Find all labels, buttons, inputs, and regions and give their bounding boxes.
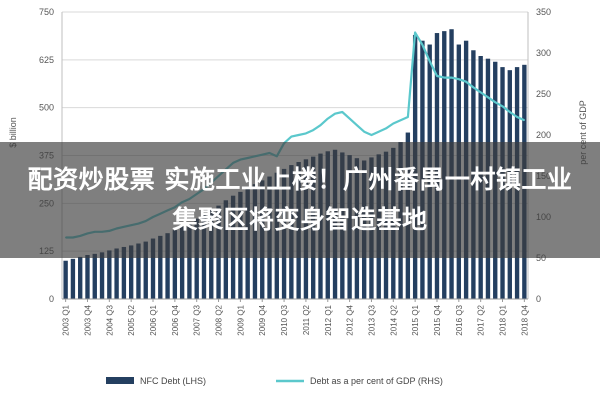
x-tick-label: 2009 Q4 [258, 304, 267, 335]
bar [107, 250, 112, 299]
line-point [298, 134, 300, 136]
line-point [472, 86, 474, 89]
x-tick-label: 2013 Q3 [367, 304, 376, 335]
line-point [356, 124, 358, 126]
line-point [414, 31, 416, 34]
bar [187, 222, 192, 299]
bar [78, 256, 83, 299]
line-point [480, 91, 482, 93]
line-point [349, 118, 351, 120]
bar [172, 230, 178, 299]
x-tick-label: 2017 Q2 [477, 304, 486, 335]
x-tick-label: 2018 Q4 [520, 304, 529, 335]
bar [165, 233, 170, 299]
x-tick-label: 2006 Q1 [149, 304, 158, 335]
line-point [429, 60, 431, 62]
x-tick-label: 2005 Q2 [127, 304, 136, 335]
left-tick-label: 750 [39, 7, 54, 17]
bar [128, 245, 134, 299]
bar [179, 226, 185, 299]
x-tick-label: 2009 Q1 [236, 304, 245, 335]
legend-label-bar: NFC Debt (LHS) [140, 376, 206, 386]
left-tick-label: 625 [39, 55, 54, 65]
x-tick-label: 2012 Q1 [324, 304, 333, 335]
x-tick-label: 2008 Q2 [215, 304, 224, 335]
line-point [392, 122, 394, 125]
headline-text: 配资炒股票 实施工业上楼！广州番禺一村镇工业集聚区将变身智造基地 [27, 165, 573, 234]
bar [150, 238, 156, 299]
bar [143, 241, 148, 299]
legend-swatch-bar [106, 377, 134, 384]
line-point [516, 116, 518, 118]
line-point [312, 129, 314, 131]
line-point [370, 134, 373, 136]
line-point [509, 111, 511, 113]
x-tick-label: 2015 Q1 [411, 304, 420, 335]
x-tick-label: 2006 Q4 [171, 304, 180, 335]
x-tick-label: 2004 Q3 [105, 304, 114, 335]
x-tick-label: 2011 Q2 [302, 304, 311, 335]
bar [194, 218, 199, 299]
line-point [501, 105, 504, 107]
x-tick-label: 2018 Q1 [499, 304, 508, 335]
y-axis-title: $ billion [8, 117, 18, 148]
line-point [421, 44, 424, 46]
bar [63, 260, 68, 299]
line-point [523, 119, 525, 121]
line-point [327, 118, 329, 120]
left-tick-label: 0 [49, 294, 54, 304]
line-point [494, 101, 496, 103]
bar [99, 252, 105, 299]
x-tick-label: 2003 Q4 [83, 304, 92, 335]
line-point [305, 132, 307, 134]
line-point [363, 131, 365, 133]
bar [114, 248, 119, 299]
right-tick-label: 200 [536, 130, 551, 140]
line-point [290, 136, 292, 138]
line-point [407, 116, 409, 118]
right-tick-label: 350 [536, 7, 551, 17]
legend-label-line: Debt as a per cent of GDP (RHS) [310, 376, 443, 386]
line-point [443, 77, 445, 79]
x-tick-label: 2010 Q3 [280, 304, 289, 335]
bar [85, 254, 90, 299]
right-tick-label: 0 [536, 294, 541, 304]
right-tick-label: 250 [536, 89, 551, 99]
line-point [450, 77, 453, 79]
line-point [399, 119, 402, 121]
x-tick-label: 2015 Q4 [433, 304, 442, 335]
bar [70, 258, 76, 299]
y2-axis-title: per cent of GDP [578, 100, 588, 165]
x-tick-label: 2003 Q1 [62, 304, 71, 335]
line-point [465, 81, 467, 83]
x-tick-label: 2012 Q4 [346, 304, 355, 335]
axes: 0125250375500625750050100150200250300350… [8, 7, 588, 336]
headline-overlay: 配资炒股票 实施工业上楼！广州番禺一村镇工业集聚区将变身智造基地 [0, 142, 600, 258]
line-point [487, 96, 489, 98]
bar [92, 253, 97, 299]
legend: NFC Debt (LHS) Debt as a per cent of GDP … [106, 376, 443, 386]
right-tick-label: 50 [536, 253, 546, 263]
line-point [378, 131, 380, 133]
x-tick-label: 2016 Q3 [455, 304, 464, 335]
left-tick-label: 500 [39, 103, 54, 113]
line-point [341, 111, 343, 113]
line-point [458, 78, 460, 80]
line-point [436, 75, 438, 77]
x-tick-label: 2007 Q3 [193, 304, 202, 335]
line-point [385, 127, 387, 130]
right-tick-label: 300 [536, 48, 551, 58]
bar [121, 246, 127, 299]
bar [136, 243, 141, 299]
bar [158, 235, 163, 299]
line-point [319, 124, 322, 126]
x-tick-label: 2014 Q2 [389, 304, 398, 335]
line-point [334, 113, 336, 115]
